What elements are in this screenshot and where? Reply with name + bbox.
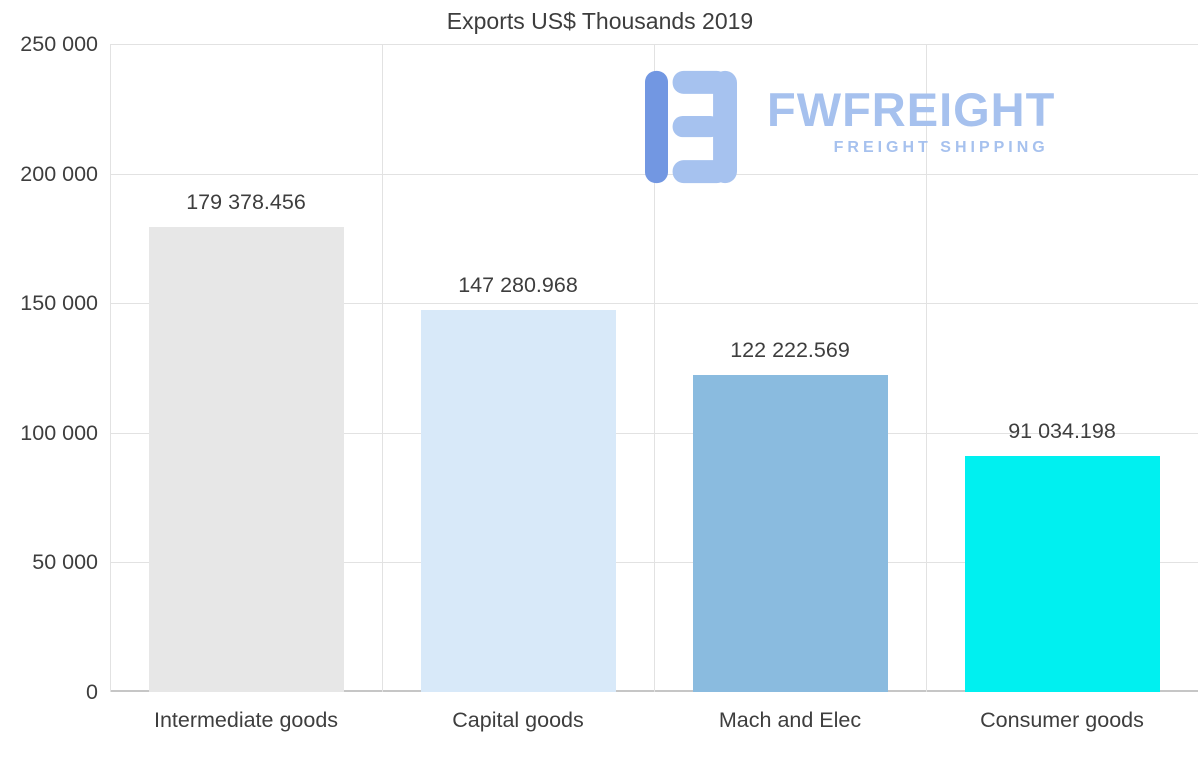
y-axis-tick-label: 150 000 — [20, 291, 98, 316]
x-axis-tick-label: Consumer goods — [980, 708, 1144, 732]
x-axis-tick-label: Capital goods — [452, 708, 584, 732]
y-axis-tick-label: 250 000 — [20, 32, 98, 56]
x-axis-tick-label: Intermediate goods — [153, 708, 339, 732]
bar-value-label: 122 222.569 — [730, 338, 850, 363]
watermark-tagline-text: FREIGHT SHIPPING — [833, 139, 1049, 156]
fwfreight-f-mark-icon — [645, 68, 737, 191]
gridline-vertical — [926, 44, 927, 692]
bar-value-label: 91 034.198 — [1008, 419, 1116, 444]
watermark-logo: FWFREIGHT FREIGHT SHIPPING — [645, 68, 1055, 191]
bar-capital-goods — [420, 310, 616, 692]
y-axis-tick-label: 200 000 — [20, 161, 98, 186]
gridline-vertical — [382, 44, 383, 692]
bar-value-label: 147 280.968 — [458, 273, 578, 298]
gridline-vertical — [654, 44, 655, 692]
y-axis-line — [110, 44, 111, 692]
bar-consumer-goods — [964, 456, 1160, 692]
x-axis-tick-label: Mach and Elec — [718, 708, 862, 732]
watermark-text-block: FWFREIGHT FREIGHT SHIPPING — [767, 68, 1055, 157]
y-axis-tick-label: 50 000 — [32, 550, 98, 575]
chart-title: Exports US$ Thousands 2019 — [446, 8, 754, 34]
plot-area: 179 378.456 147 280.968 122 222.569 91 034.… — [110, 44, 1198, 692]
y-axis-tick-label: 100 000 — [20, 420, 98, 445]
bar-value-label: 179 378.456 — [186, 190, 306, 215]
bar-intermediate-goods — [148, 227, 344, 692]
bar-mach-and-elec — [692, 375, 888, 692]
watermark-brand-text: FWFREIGHT — [767, 83, 1056, 136]
y-axis-tick-label: 0 — [86, 680, 98, 704]
